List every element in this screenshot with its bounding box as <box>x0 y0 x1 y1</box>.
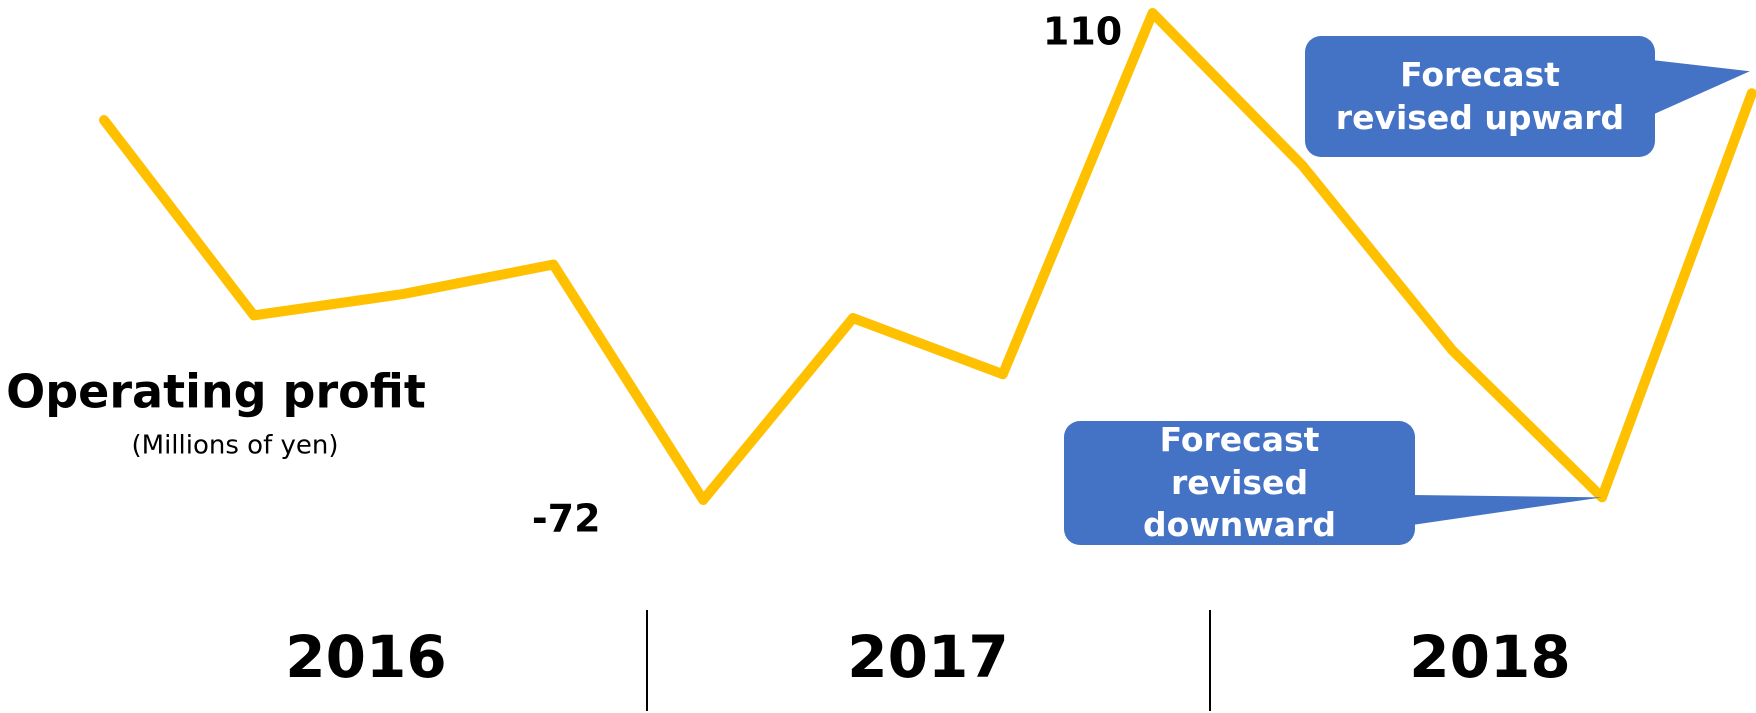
data-label: -72 <box>532 497 601 541</box>
x-group-label: 2017 <box>847 623 1008 691</box>
callout-tail <box>1412 495 1602 525</box>
y-label: Operating profit <box>6 365 426 419</box>
data-label: 110 <box>1043 10 1122 54</box>
callout-upward: Forecast revised upward <box>1305 36 1655 157</box>
callout-tail <box>1652 60 1750 115</box>
x-group-label: 2018 <box>1409 623 1570 691</box>
y-sublabel: (Millions of yen) <box>132 431 339 461</box>
x-group-label: 2016 <box>285 623 446 691</box>
line <box>99 8 1756 505</box>
callout-downward: Forecast revised downward <box>1064 420 1415 545</box>
